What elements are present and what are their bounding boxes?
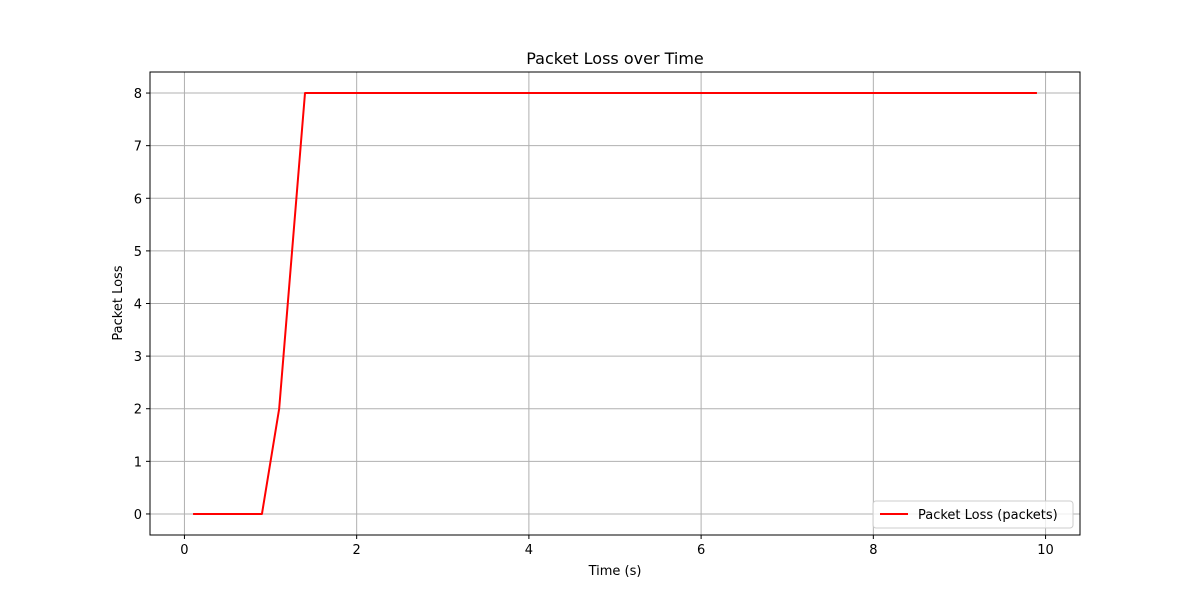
x-tick-label: 4 <box>525 543 533 558</box>
legend: Packet Loss (packets) <box>872 500 1074 529</box>
y-tick-label: 4 <box>134 298 142 313</box>
chart-title: Packet Loss over Time <box>526 49 704 68</box>
legend-label: Packet Loss (packets) <box>918 508 1058 523</box>
series-line <box>193 92 1037 515</box>
x-tick-label: 6 <box>697 543 705 558</box>
series-layer <box>193 92 1037 515</box>
y-tick-label: 3 <box>134 350 142 365</box>
y-tick-label: 8 <box>134 87 142 102</box>
legend-box <box>872 500 1074 529</box>
x-tick-label: 2 <box>353 543 361 558</box>
y-tick-label: 6 <box>134 192 142 207</box>
y-tick-label: 1 <box>134 455 142 470</box>
y-tick-label: 2 <box>134 403 142 418</box>
y-tick-label: 0 <box>134 508 142 523</box>
y-tick-label: 7 <box>134 140 142 155</box>
y-axis-title: Packet Loss <box>111 265 126 340</box>
y-tick-label: 5 <box>134 245 142 260</box>
axis-ticks: 0 2 4 6 8 10 0 1 2 3 4 5 6 7 8 <box>134 87 1054 558</box>
x-tick-label: 10 <box>1037 543 1054 558</box>
x-tick-label: 8 <box>869 543 877 558</box>
x-tick-label: 0 <box>180 543 188 558</box>
x-axis-title: Time (s) <box>588 564 642 579</box>
